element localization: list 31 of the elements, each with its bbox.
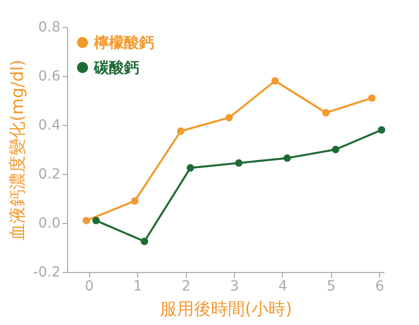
y-tick-label: 0.4: [38, 118, 61, 134]
y-axis-title: 血液鈣濃度變化(mg/dl): [8, 60, 28, 240]
y-tick-label: -0.2: [33, 264, 60, 280]
x-tick-label: 4: [278, 278, 288, 294]
y-tick-label: 0.8: [38, 20, 60, 36]
legend-label: 碳酸鈣: [93, 58, 139, 76]
point: [322, 109, 330, 116]
point: [271, 77, 279, 85]
point: [131, 197, 138, 205]
y-tick-label: 0.2: [38, 166, 60, 182]
point: [186, 164, 194, 172]
x-tick-label: 3: [230, 278, 239, 294]
point: [92, 216, 100, 224]
point: [225, 114, 233, 122]
x-tick-label: 2: [182, 278, 191, 294]
point: [235, 159, 243, 167]
x-tick-label: 0: [84, 278, 94, 294]
point: [378, 126, 386, 134]
y-tick-label: 0.6: [38, 68, 61, 84]
x-tick-label: 6: [375, 278, 384, 294]
y-tick-label: 0.0: [38, 216, 60, 232]
point: [284, 154, 291, 162]
legend-label: 檸檬酸鈣: [93, 34, 154, 52]
point: [177, 127, 184, 135]
point: [82, 216, 90, 224]
x-tick-label: 1: [133, 278, 142, 294]
point: [368, 94, 376, 102]
x-tick-label: 5: [326, 278, 336, 294]
point: [140, 238, 148, 246]
point: [332, 146, 340, 154]
x-axis-title: 服用後時間(小時): [160, 300, 292, 320]
